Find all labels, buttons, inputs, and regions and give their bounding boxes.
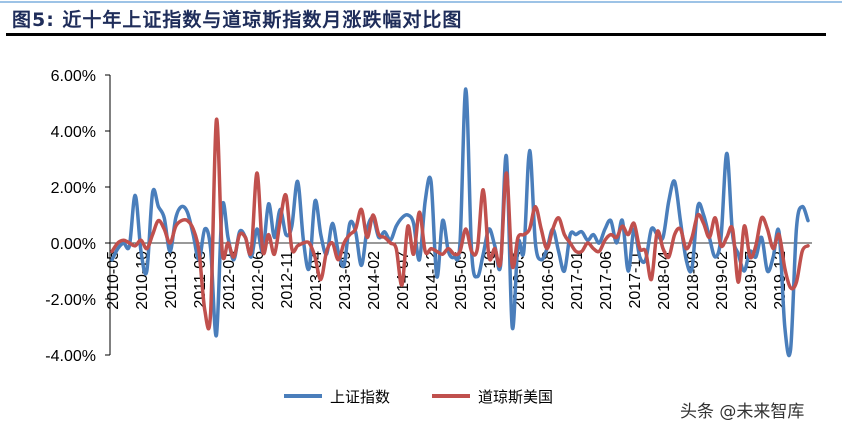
series-lines xyxy=(110,87,810,358)
y-tick-label: 6.00% xyxy=(51,68,96,85)
y-tick-label: -2.00% xyxy=(45,292,96,309)
title-underline xyxy=(6,33,826,36)
x-tick-label: 2012-11 xyxy=(279,251,296,309)
legend: 上证指数 道琼斯美国 xyxy=(284,388,553,406)
x-tick-label: 2010-05 xyxy=(105,251,122,310)
x-tick-label: 2016-08 xyxy=(540,251,557,310)
legend-label-dow: 道琼斯美国 xyxy=(478,388,553,406)
y-tick-label: 2.00% xyxy=(51,180,96,197)
y-axis: 6.00% 4.00% 2.00% 0.00% -2.00% -4.00% xyxy=(45,68,111,365)
watermark: 头条 @未来智库 xyxy=(680,402,805,422)
x-tick-label: 2017-06 xyxy=(598,251,615,310)
top-accent-line xyxy=(0,1,842,3)
x-tick-label: 2011-03 xyxy=(163,251,180,309)
y-tick-label: 4.00% xyxy=(51,124,96,141)
x-tick-label: 2017-01 xyxy=(569,251,586,310)
x-tick-label: 2013-04 xyxy=(308,251,325,310)
chart-title: 图5: 近十年上证指数与道琼斯指数月涨跌幅对比图 xyxy=(12,9,463,31)
x-tick-label: 2019-07 xyxy=(743,251,760,310)
x-tick-label: 2018-04 xyxy=(656,251,673,310)
series-line-shanghai xyxy=(110,87,810,358)
y-tick-label: -4.00% xyxy=(45,348,96,365)
y-tick-label: 0.00% xyxy=(51,236,96,253)
x-tick-label: 2019-02 xyxy=(714,251,731,310)
x-axis: 2010-05 2010-10 2011-03 2011-08 2012-01 2012-… xyxy=(105,242,812,310)
x-tick-label: 2015-10 xyxy=(482,251,499,310)
x-tick-label: 2014-02 xyxy=(366,251,383,310)
x-tick-label: 2012-06 xyxy=(250,251,267,310)
series-line-dow xyxy=(110,117,810,331)
legend-label-shanghai: 上证指数 xyxy=(330,388,390,406)
x-tick-label: 2015-05 xyxy=(453,251,470,310)
x-tick-label: 2012-01 xyxy=(221,251,238,310)
